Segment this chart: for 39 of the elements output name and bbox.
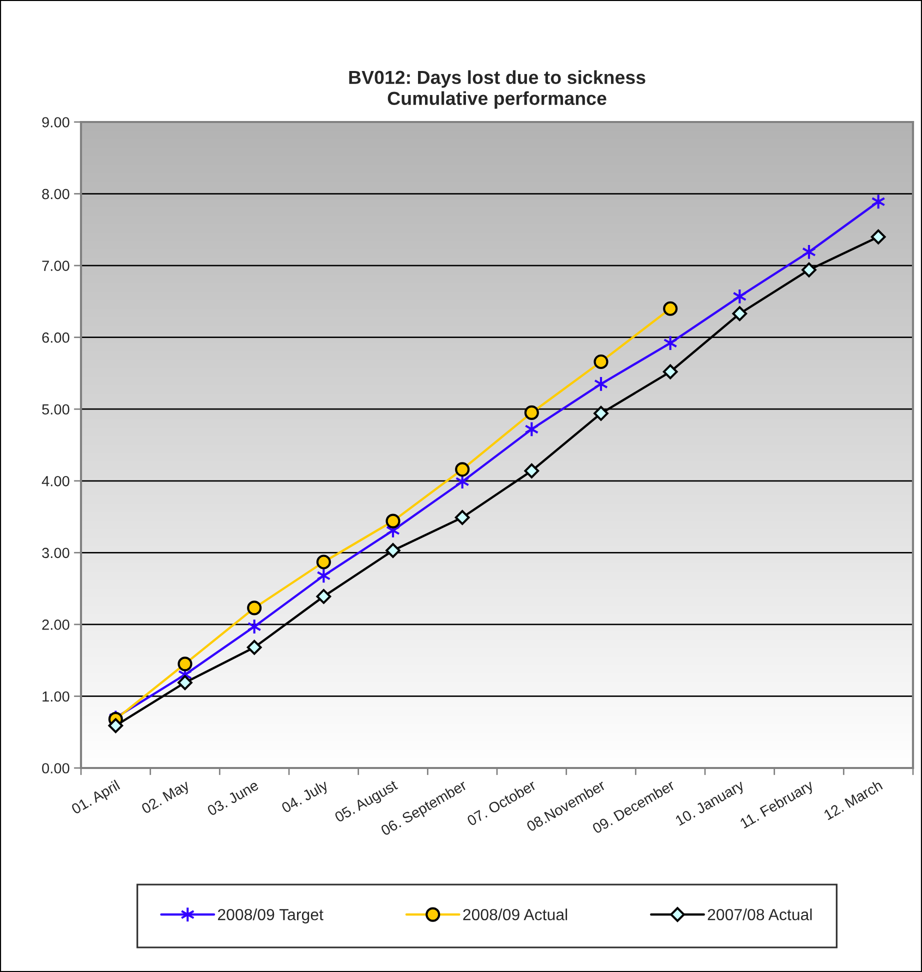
point bbox=[524, 463, 540, 478]
y-tick-label: 1.00 bbox=[42, 691, 70, 702]
point bbox=[178, 656, 192, 672]
point bbox=[524, 405, 539, 420]
legend-label: 2008/09 Target bbox=[218, 908, 324, 924]
y-tick-label: 3.00 bbox=[42, 548, 70, 558]
y-tick-label: 2.00 bbox=[42, 620, 70, 630]
point bbox=[594, 406, 608, 421]
x-tick-label: 01. April bbox=[70, 780, 122, 817]
point bbox=[732, 306, 748, 322]
point bbox=[316, 554, 331, 570]
point bbox=[178, 675, 192, 690]
point bbox=[663, 301, 678, 316]
y-tick-label: 0.00 bbox=[42, 763, 70, 774]
y-tick-label: 9.00 bbox=[42, 117, 70, 128]
legend-label: 2007/08 Actual bbox=[708, 908, 812, 920]
chart-subtitle: Cumulative performance bbox=[388, 91, 606, 109]
point bbox=[246, 640, 262, 655]
point bbox=[662, 364, 678, 380]
point bbox=[455, 462, 470, 477]
x-tick-label: 03. June bbox=[206, 780, 260, 816]
point bbox=[386, 543, 400, 558]
point bbox=[454, 510, 470, 525]
x-tick-label: 02. May bbox=[140, 779, 192, 817]
y-tick-label: 8.00 bbox=[42, 188, 70, 200]
chart-title: BV012: Days lost due to sickness bbox=[349, 70, 646, 88]
point bbox=[247, 600, 262, 616]
y-tick-label: 4.00 bbox=[42, 476, 70, 486]
point bbox=[108, 718, 124, 734]
x-tick-label: 04. July bbox=[280, 779, 330, 816]
point bbox=[802, 262, 816, 278]
point bbox=[316, 589, 332, 604]
point bbox=[870, 229, 886, 244]
point bbox=[594, 354, 608, 370]
legend-label: 2008/09 Actual bbox=[463, 908, 568, 920]
y-tick-label: 6.00 bbox=[42, 332, 70, 343]
y-tick-label: 7.00 bbox=[42, 260, 70, 271]
point bbox=[386, 514, 400, 528]
y-tick-label: 5.00 bbox=[42, 404, 70, 415]
